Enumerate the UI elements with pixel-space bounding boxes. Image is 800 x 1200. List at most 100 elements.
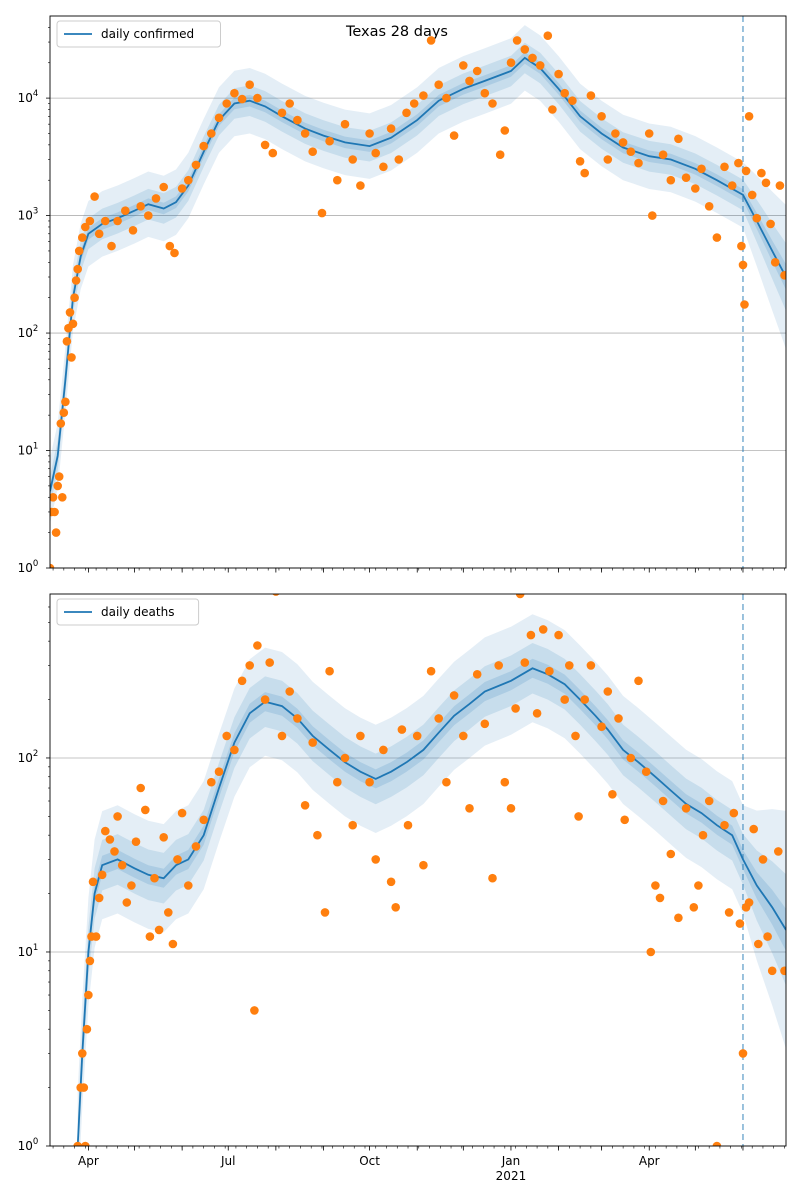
x-tick-label: Jan	[501, 1154, 521, 1168]
data-point	[442, 777, 451, 787]
data-point	[738, 1049, 748, 1058]
data-point	[644, 129, 654, 138]
data-point	[694, 881, 703, 890]
data-point	[741, 166, 751, 176]
data-point	[260, 695, 270, 704]
legend: daily deaths	[56, 598, 200, 626]
data-point	[565, 661, 574, 670]
data-point	[159, 833, 168, 842]
data-point	[127, 881, 136, 890]
data-point	[472, 670, 482, 679]
data-point	[300, 801, 310, 810]
data-point	[136, 202, 145, 211]
data-point	[113, 216, 122, 226]
x-tick-label: Jul	[220, 1154, 235, 1168]
data-point	[308, 147, 318, 156]
data-point	[177, 808, 187, 818]
data-point	[575, 157, 585, 166]
data-point	[97, 870, 107, 880]
data-point	[641, 767, 651, 776]
data-point	[110, 847, 119, 856]
axes-frame	[49, 593, 787, 1147]
data-point	[766, 219, 775, 229]
data-point	[54, 472, 64, 481]
data-point	[554, 69, 563, 79]
data-point	[626, 147, 636, 156]
data-point	[724, 908, 734, 917]
data-point	[73, 264, 82, 274]
data-point	[277, 731, 287, 741]
axes-frame	[49, 15, 787, 569]
data-point	[658, 150, 668, 159]
data-point	[681, 804, 691, 813]
data-point	[61, 397, 70, 407]
data-point	[459, 731, 468, 741]
data-point	[170, 248, 179, 258]
data-point	[184, 881, 193, 890]
data-point	[506, 58, 516, 67]
data-point	[325, 666, 334, 676]
data-point	[94, 893, 104, 903]
data-point	[101, 826, 110, 836]
series-line	[76, 667, 786, 1146]
uncertainty-band-1	[50, 42, 786, 507]
data-point	[655, 893, 665, 903]
data-point	[603, 155, 613, 164]
data-point	[73, 1141, 82, 1146]
data-point	[164, 908, 173, 917]
data-point	[56, 419, 66, 428]
data-point	[207, 777, 216, 787]
data-point	[712, 233, 722, 242]
data-point	[136, 783, 145, 793]
data-point	[222, 731, 231, 741]
data-point	[333, 777, 342, 787]
data-point	[449, 131, 459, 140]
data-point	[744, 898, 754, 907]
data-point	[379, 745, 388, 755]
data-point	[230, 745, 239, 755]
data-point	[465, 76, 474, 86]
data-point	[560, 88, 569, 98]
data-point	[184, 175, 193, 185]
data-point	[488, 873, 497, 883]
data-point	[265, 658, 275, 667]
data-point	[532, 709, 542, 718]
data-point	[340, 753, 350, 763]
data-point	[151, 194, 161, 203]
data-point	[277, 108, 287, 118]
data-point	[651, 881, 660, 890]
data-point	[150, 873, 159, 883]
data-point	[597, 112, 606, 121]
data-point	[554, 630, 563, 640]
data-point	[426, 666, 436, 676]
data-point	[356, 181, 365, 190]
y-tick-label: 102	[18, 749, 39, 765]
data-point	[320, 908, 330, 917]
data-point	[720, 820, 729, 830]
data-point	[488, 99, 497, 108]
data-point	[472, 66, 482, 76]
x-tick-label: Apr	[639, 1154, 660, 1168]
x-tick-year-label: 2021	[496, 1169, 527, 1183]
data-point	[122, 898, 132, 907]
data-point	[68, 319, 78, 329]
data-point	[199, 141, 208, 151]
data-point	[371, 148, 381, 158]
data-point	[81, 1141, 90, 1146]
data-point	[397, 725, 407, 734]
data-point	[403, 820, 413, 830]
data-point	[145, 932, 155, 941]
data-point	[734, 158, 743, 168]
data-point	[500, 126, 510, 135]
data-point	[535, 61, 545, 70]
data-point	[574, 812, 583, 821]
data-point	[285, 99, 295, 108]
data-point	[511, 704, 520, 713]
data-point	[62, 337, 72, 346]
data-point	[419, 91, 428, 100]
data-point	[775, 181, 785, 190]
data-point	[340, 119, 350, 129]
data-point	[495, 150, 505, 159]
legend-label: daily deaths	[101, 605, 174, 619]
